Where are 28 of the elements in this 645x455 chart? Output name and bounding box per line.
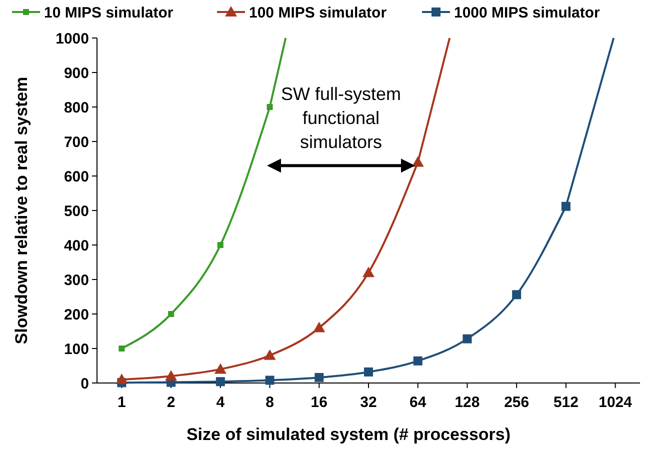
y-tick-label: 500 (64, 202, 89, 220)
y-axis-title: Slowdown relative to real system (12, 76, 31, 344)
x-tick-label: 1024 (598, 394, 633, 411)
x-tick-label: 1 (118, 394, 126, 411)
annotation: SW full-system functional simulators (280, 84, 402, 152)
x-tick-label: 128 (454, 394, 480, 411)
y-tick-label: 700 (64, 134, 89, 151)
y-tick-label: 100 (64, 340, 89, 358)
x-tick-label: 64 (410, 394, 427, 411)
x-tick-label: 8 (266, 394, 274, 411)
y-tick-label: 200 (64, 306, 89, 324)
legend-label: 100 MIPS simulator (249, 4, 387, 22)
x-tick-label: 2 (166, 394, 176, 411)
y-tick-label: 900 (64, 64, 89, 82)
x-axis-title: Size of simulated system (# processors) (186, 425, 511, 444)
y-tick-label: 300 (64, 272, 89, 289)
y-tick-label: 400 (64, 237, 89, 254)
y-tick-label: 600 (64, 168, 89, 186)
x-tick-label: 32 (360, 394, 377, 411)
x-tick-label: 256 (504, 394, 530, 411)
y-tick-label: 1000 (56, 30, 89, 48)
y-tick-label: 800 (64, 99, 89, 116)
legend-label: 10 MIPS simulator (44, 4, 174, 22)
x-tick-label: 4 (216, 394, 226, 411)
x-tick-label: 512 (553, 394, 578, 411)
y-tick-label: 0 (80, 375, 89, 392)
legend-label: 1000 MIPS simulator (454, 4, 600, 22)
x-tick-label: 16 (310, 394, 328, 411)
